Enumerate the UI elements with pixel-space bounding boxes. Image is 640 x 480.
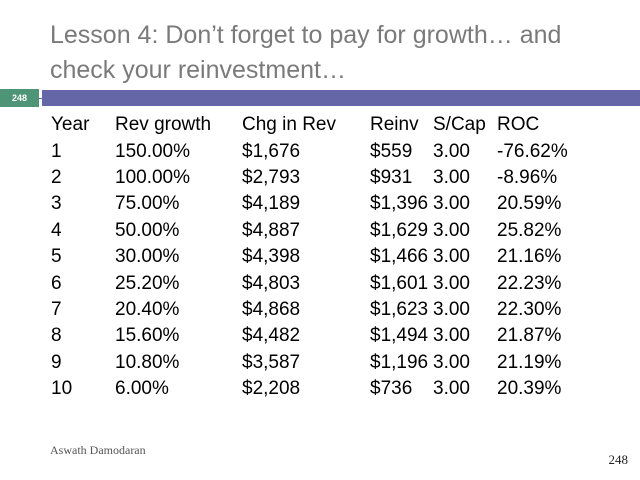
cell-reinv: $1,196	[370, 351, 429, 373]
cell-year: 8	[51, 325, 62, 347]
accent-bar	[42, 90, 640, 106]
table-row: 4 50.00% $4,887 $1,629 3.00 25.82%	[51, 218, 577, 244]
table-row: 6 25.20% $4,803 $1,601 3.00 22.23%	[51, 270, 577, 296]
table-row: 3 75.00% $4,189 $1,396 3.00 20.59%	[51, 191, 577, 217]
cell-roc: 20.59%	[497, 193, 562, 215]
reinvestment-table: Year Rev growth Chg in Rev Reinv S/Cap R…	[51, 112, 577, 402]
cell-chg-in-rev: $3,587	[242, 351, 301, 373]
cell-rev-growth: 15.60%	[115, 325, 180, 347]
cell-reinv: $736	[370, 378, 413, 400]
cell-chg-in-rev: $4,803	[242, 272, 301, 294]
table-row: 10 6.00% $2,208 $736 3.00 20.39%	[51, 376, 577, 402]
header-reinv: Reinv	[370, 114, 419, 136]
cell-rev-growth: 30.00%	[115, 246, 180, 268]
header-year: Year	[51, 114, 90, 136]
cell-reinv: $1,629	[370, 219, 429, 241]
header-chg-in-rev: Chg in Rev	[242, 114, 336, 136]
cell-roc: 20.39%	[497, 378, 562, 400]
header-roc: ROC	[497, 114, 540, 136]
slide-number-tag: 248	[0, 89, 39, 107]
cell-rev-growth: 75.00%	[115, 193, 180, 215]
cell-rev-growth: 50.00%	[115, 219, 180, 241]
cell-year: 6	[51, 272, 62, 294]
cell-chg-in-rev: $4,398	[242, 246, 301, 268]
cell-year: 7	[51, 298, 62, 320]
cell-reinv: $1,494	[370, 325, 429, 347]
cell-roc: -76.62%	[497, 140, 568, 162]
footer-author: Aswath Damodaran	[50, 443, 146, 457]
cell-rev-growth: 6.00%	[115, 378, 169, 400]
cell-s-cap: 3.00	[433, 219, 470, 241]
table-row: 2 100.00% $2,793 $931 3.00 -8.96%	[51, 165, 577, 191]
cell-roc: 25.82%	[497, 219, 562, 241]
cell-s-cap: 3.00	[433, 298, 470, 320]
table-row: 1 150.00% $1,676 $559 3.00 -76.62%	[51, 138, 577, 164]
cell-chg-in-rev: $4,482	[242, 325, 301, 347]
cell-roc: 21.19%	[497, 351, 562, 373]
cell-year: 2	[51, 166, 62, 188]
cell-roc: 22.30%	[497, 298, 562, 320]
cell-s-cap: 3.00	[433, 140, 470, 162]
cell-rev-growth: 10.80%	[115, 351, 180, 373]
cell-reinv: $1,623	[370, 298, 429, 320]
header-rev-growth: Rev growth	[115, 114, 212, 136]
page-number: 248	[608, 452, 629, 467]
cell-chg-in-rev: $1,676	[242, 140, 301, 162]
cell-s-cap: 3.00	[433, 325, 470, 347]
cell-year: 10	[51, 378, 73, 400]
cell-s-cap: 3.00	[433, 351, 470, 373]
cell-s-cap: 3.00	[433, 166, 470, 188]
cell-s-cap: 3.00	[433, 193, 470, 215]
cell-roc: 21.16%	[497, 246, 562, 268]
cell-reinv: $1,466	[370, 246, 429, 268]
cell-reinv: $1,601	[370, 272, 429, 294]
cell-s-cap: 3.00	[433, 272, 470, 294]
cell-year: 9	[51, 351, 62, 373]
cell-roc: 21.87%	[497, 325, 562, 347]
cell-rev-growth: 150.00%	[115, 140, 191, 162]
table-header-row: Year Rev growth Chg in Rev Reinv S/Cap R…	[51, 112, 577, 138]
cell-year: 5	[51, 246, 62, 268]
cell-reinv: $931	[370, 166, 413, 188]
cell-year: 3	[51, 193, 62, 215]
header-s-cap: S/Cap	[433, 114, 486, 136]
cell-roc: 22.23%	[497, 272, 562, 294]
table-row: 9 10.80% $3,587 $1,196 3.00 21.19%	[51, 350, 577, 376]
cell-year: 4	[51, 219, 62, 241]
cell-chg-in-rev: $2,793	[242, 166, 301, 188]
cell-roc: -8.96%	[497, 166, 558, 188]
cell-reinv: $559	[370, 140, 413, 162]
cell-reinv: $1,396	[370, 193, 429, 215]
cell-chg-in-rev: $4,868	[242, 298, 301, 320]
cell-rev-growth: 25.20%	[115, 272, 180, 294]
table-row: 5 30.00% $4,398 $1,466 3.00 21.16%	[51, 244, 577, 270]
cell-rev-growth: 20.40%	[115, 298, 180, 320]
cell-rev-growth: 100.00%	[115, 166, 191, 188]
cell-chg-in-rev: $2,208	[242, 378, 301, 400]
cell-chg-in-rev: $4,887	[242, 219, 301, 241]
slide-title: Lesson 4: Don’t forget to pay for growth…	[50, 21, 562, 84]
table-row: 7 20.40% $4,868 $1,623 3.00 22.30%	[51, 297, 577, 323]
cell-s-cap: 3.00	[433, 246, 470, 268]
cell-year: 1	[51, 140, 62, 162]
cell-chg-in-rev: $4,189	[242, 193, 301, 215]
table-row: 8 15.60% $4,482 $1,494 3.00 21.87%	[51, 323, 577, 349]
cell-s-cap: 3.00	[433, 378, 470, 400]
